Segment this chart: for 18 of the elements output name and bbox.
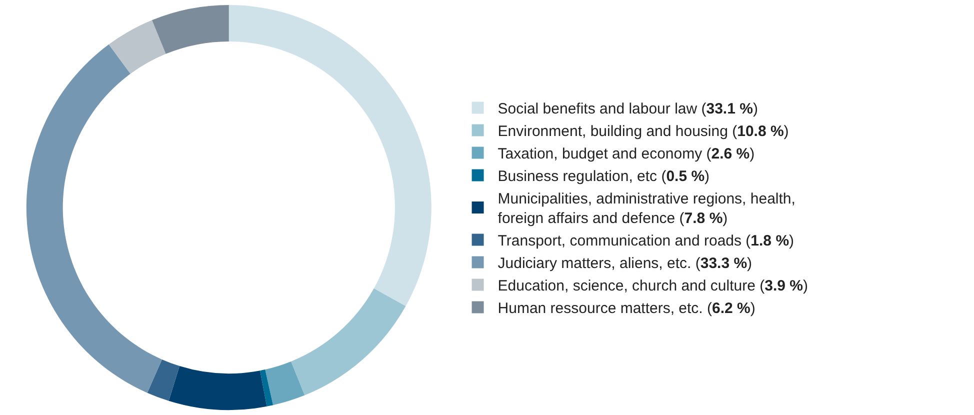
- legend-label: Social benefits and labour law (33.1 %): [498, 100, 758, 118]
- legend-label: Municipalities, administrative regions, health, foreign affairs and defence (7.8 %): [498, 190, 796, 228]
- donut-slice: [290, 288, 406, 396]
- donut-slice: [26, 44, 162, 393]
- legend-label: Environment, building and housing (10.8 %): [498, 123, 789, 140]
- legend-label: Transport, communication and roads (1.8 %): [498, 232, 794, 250]
- legend-label: Taxation, budget and economy (2.6 %): [498, 146, 755, 163]
- donut-slice: [108, 20, 166, 74]
- legend-label: Education, science, church and culture (3.9 %): [498, 278, 808, 295]
- legend-label: Business regulation, etc (0.5 %): [498, 168, 710, 186]
- donut-slice: [265, 362, 305, 406]
- donut-slice: [147, 359, 180, 401]
- donut-slice: [168, 366, 267, 410]
- donut-slice: [228, 5, 432, 306]
- donut-slice: [152, 5, 229, 54]
- legend-label: Human ressource matters, etc. (6.2 %): [498, 300, 756, 318]
- donut-slice: [260, 370, 274, 406]
- legend-label: Judiciary matters, aliens, etc. (33.3 %): [498, 255, 752, 272]
